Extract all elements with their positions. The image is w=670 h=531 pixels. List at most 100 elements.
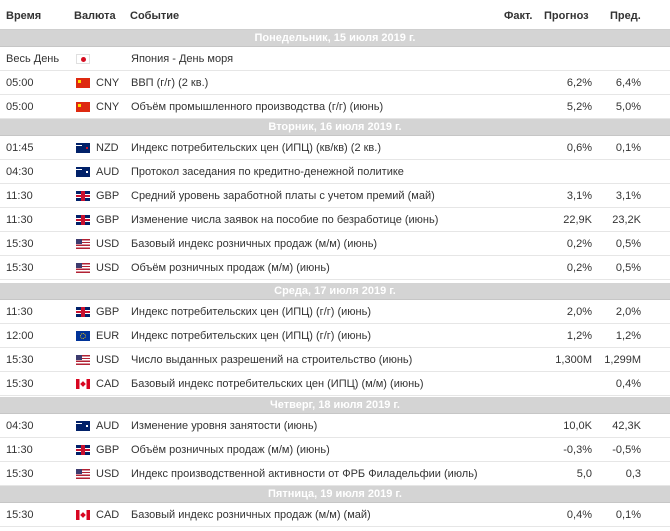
event-row[interactable]: 05:00 CNY ВВП (г/г) (2 кв.) 6,2% 6,4% xyxy=(0,71,670,95)
event-previous: 6,4% xyxy=(615,77,641,89)
flag-cell xyxy=(76,256,90,280)
event-name[interactable]: Индекс потребительских цен (ИПЦ) (кв/кв)… xyxy=(131,142,381,154)
event-name[interactable]: Средний уровень заработной платы с учето… xyxy=(131,190,435,202)
event-currency: AUD xyxy=(96,166,120,178)
flag-cell xyxy=(76,184,90,208)
header-time[interactable]: Время xyxy=(6,10,42,22)
event-previous: 1,299M xyxy=(604,354,641,366)
event-row[interactable]: 15:30 USD Базовый индекс розничных продаж … xyxy=(0,232,670,256)
event-forecast: 0,2% xyxy=(566,238,592,250)
event-previous: 3,1% xyxy=(615,190,641,202)
event-row[interactable]: 11:30 GBP Изменение числа заявок на пособи… xyxy=(0,208,670,232)
event-currency: GBP xyxy=(96,444,120,456)
event-previous: 42,3K xyxy=(612,420,641,432)
event-forecast: -0,3% xyxy=(563,444,592,456)
event-name[interactable]: Базовый индекс потребительских цен (ИПЦ)… xyxy=(131,378,424,390)
event-previous: 0,4% xyxy=(615,378,641,390)
usa-flag-icon xyxy=(76,469,90,480)
event-name[interactable]: Число выданных разрешений на строительст… xyxy=(131,354,413,366)
event-currency: AUD xyxy=(96,420,120,432)
day-title: Среда, 17 июля 2019 г. xyxy=(274,285,396,297)
event-previous: 0,1% xyxy=(615,142,641,154)
event-previous: 0,3 xyxy=(625,468,641,480)
event-name[interactable]: Изменение уровня занятости (июнь) xyxy=(131,420,318,432)
japan-flag-icon xyxy=(76,54,90,65)
event-forecast: 1,2% xyxy=(566,330,592,342)
event-currency: EUR xyxy=(96,330,120,342)
event-row[interactable]: 05:00 CNY Объём промышленного производства… xyxy=(0,95,670,119)
event-row[interactable]: 11:30 GBP Средний уровень заработной платы… xyxy=(0,184,670,208)
header-currency[interactable]: Валюта xyxy=(74,10,116,22)
event-row[interactable]: 15:30 CAD Базовый индекс потребительских ц… xyxy=(0,372,670,396)
event-row[interactable]: 04:30 AUD Протокол заседания по кредитно-д… xyxy=(0,160,670,184)
event-time: 15:30 xyxy=(6,238,34,250)
event-forecast: 1,300M xyxy=(555,354,592,366)
header-forecast[interactable]: Прогноз xyxy=(544,10,589,22)
event-name[interactable]: Изменение числа заявок на пособие по без… xyxy=(131,214,439,226)
event-time: 15:30 xyxy=(6,509,34,521)
header-event[interactable]: Событие xyxy=(130,10,180,22)
event-previous: 23,2K xyxy=(612,214,641,226)
eu-flag-icon xyxy=(76,331,90,342)
event-name[interactable]: ВВП (г/г) (2 кв.) xyxy=(131,77,209,89)
event-name[interactable]: Базовый индекс розничных продаж (м/м) (м… xyxy=(131,509,371,521)
event-forecast: 0,6% xyxy=(566,142,592,154)
event-row[interactable]: 11:30 GBP Индекс потребительских цен (ИПЦ)… xyxy=(0,300,670,324)
day-header: Четверг, 18 июля 2019 г. xyxy=(0,397,670,414)
australia-flag-icon xyxy=(76,421,90,432)
event-row[interactable]: 04:30 AUD Изменение уровня занятости (июнь… xyxy=(0,414,670,438)
event-time: 11:30 xyxy=(6,444,33,456)
flag-cell xyxy=(76,372,90,396)
event-time: 15:30 xyxy=(6,468,34,480)
event-name[interactable]: Объём розничных продаж (м/м) (июнь) xyxy=(131,262,330,274)
flag-cell xyxy=(76,160,90,184)
event-currency: CNY xyxy=(96,101,120,113)
flag-cell xyxy=(76,136,90,160)
header-actual[interactable]: Факт. xyxy=(504,10,533,22)
event-row[interactable]: Весь День Япония - День моря xyxy=(0,47,670,71)
event-row[interactable]: 15:30 USD Индекс производственной активнос… xyxy=(0,462,670,486)
event-currency: CAD xyxy=(96,378,120,390)
new-zealand-flag-icon xyxy=(76,143,90,154)
event-row[interactable]: 15:30 CAD Базовый индекс розничных продаж … xyxy=(0,503,670,527)
event-row[interactable]: 15:30 USD Объём розничных продаж (м/м) (ию… xyxy=(0,256,670,280)
canada-flag-icon xyxy=(76,510,90,521)
event-time: 11:30 xyxy=(6,214,33,226)
day-header: Среда, 17 июля 2019 г. xyxy=(0,283,670,300)
event-name[interactable]: Протокол заседания по кредитно-денежной … xyxy=(131,166,404,178)
event-time: 04:30 xyxy=(6,420,34,432)
event-name[interactable]: Базовый индекс розничных продаж (м/м) (и… xyxy=(131,238,378,250)
header-previous[interactable]: Пред. xyxy=(610,10,641,22)
event-time: 15:30 xyxy=(6,354,34,366)
event-time: 15:30 xyxy=(6,262,34,274)
day-title: Понедельник, 15 июля 2019 г. xyxy=(254,32,416,44)
flag-cell xyxy=(76,71,90,95)
event-name[interactable]: Индекс потребительских цен (ИПЦ) (г/г) (… xyxy=(131,330,372,342)
event-forecast: 5,0 xyxy=(576,468,592,480)
event-currency: USD xyxy=(96,262,120,274)
event-forecast: 3,1% xyxy=(566,190,592,202)
australia-flag-icon xyxy=(76,167,90,178)
flag-cell xyxy=(76,324,90,348)
event-name[interactable]: Индекс потребительских цен (ИПЦ) (г/г) (… xyxy=(131,306,372,318)
event-row[interactable]: 12:00 EUR Индекс потребительских цен (ИПЦ)… xyxy=(0,324,670,348)
event-name[interactable]: Япония - День моря xyxy=(131,53,234,65)
event-time: 15:30 xyxy=(6,378,34,390)
event-name[interactable]: Индекс производственной активности от ФР… xyxy=(131,468,478,480)
flag-cell xyxy=(76,438,90,462)
flag-cell xyxy=(76,232,90,256)
event-currency: USD xyxy=(96,354,120,366)
flag-cell xyxy=(76,208,90,232)
event-previous: 1,2% xyxy=(615,330,641,342)
event-time: 05:00 xyxy=(6,101,34,113)
event-row[interactable]: 01:45 NZD Индекс потребительских цен (ИПЦ)… xyxy=(0,136,670,160)
event-forecast: 22,9K xyxy=(563,214,592,226)
event-name[interactable]: Объём розничных продаж (м/м) (июнь) xyxy=(131,444,330,456)
event-name[interactable]: Объём промышленного производства (г/г) (… xyxy=(131,101,384,113)
event-previous: 0,5% xyxy=(615,238,641,250)
event-row[interactable]: 15:30 USD Число выданных разрешений на стр… xyxy=(0,348,670,372)
flag-cell xyxy=(76,503,90,527)
event-row[interactable]: 11:30 GBP Объём розничных продаж (м/м) (ию… xyxy=(0,438,670,462)
day-header: Понедельник, 15 июля 2019 г. xyxy=(0,30,670,47)
